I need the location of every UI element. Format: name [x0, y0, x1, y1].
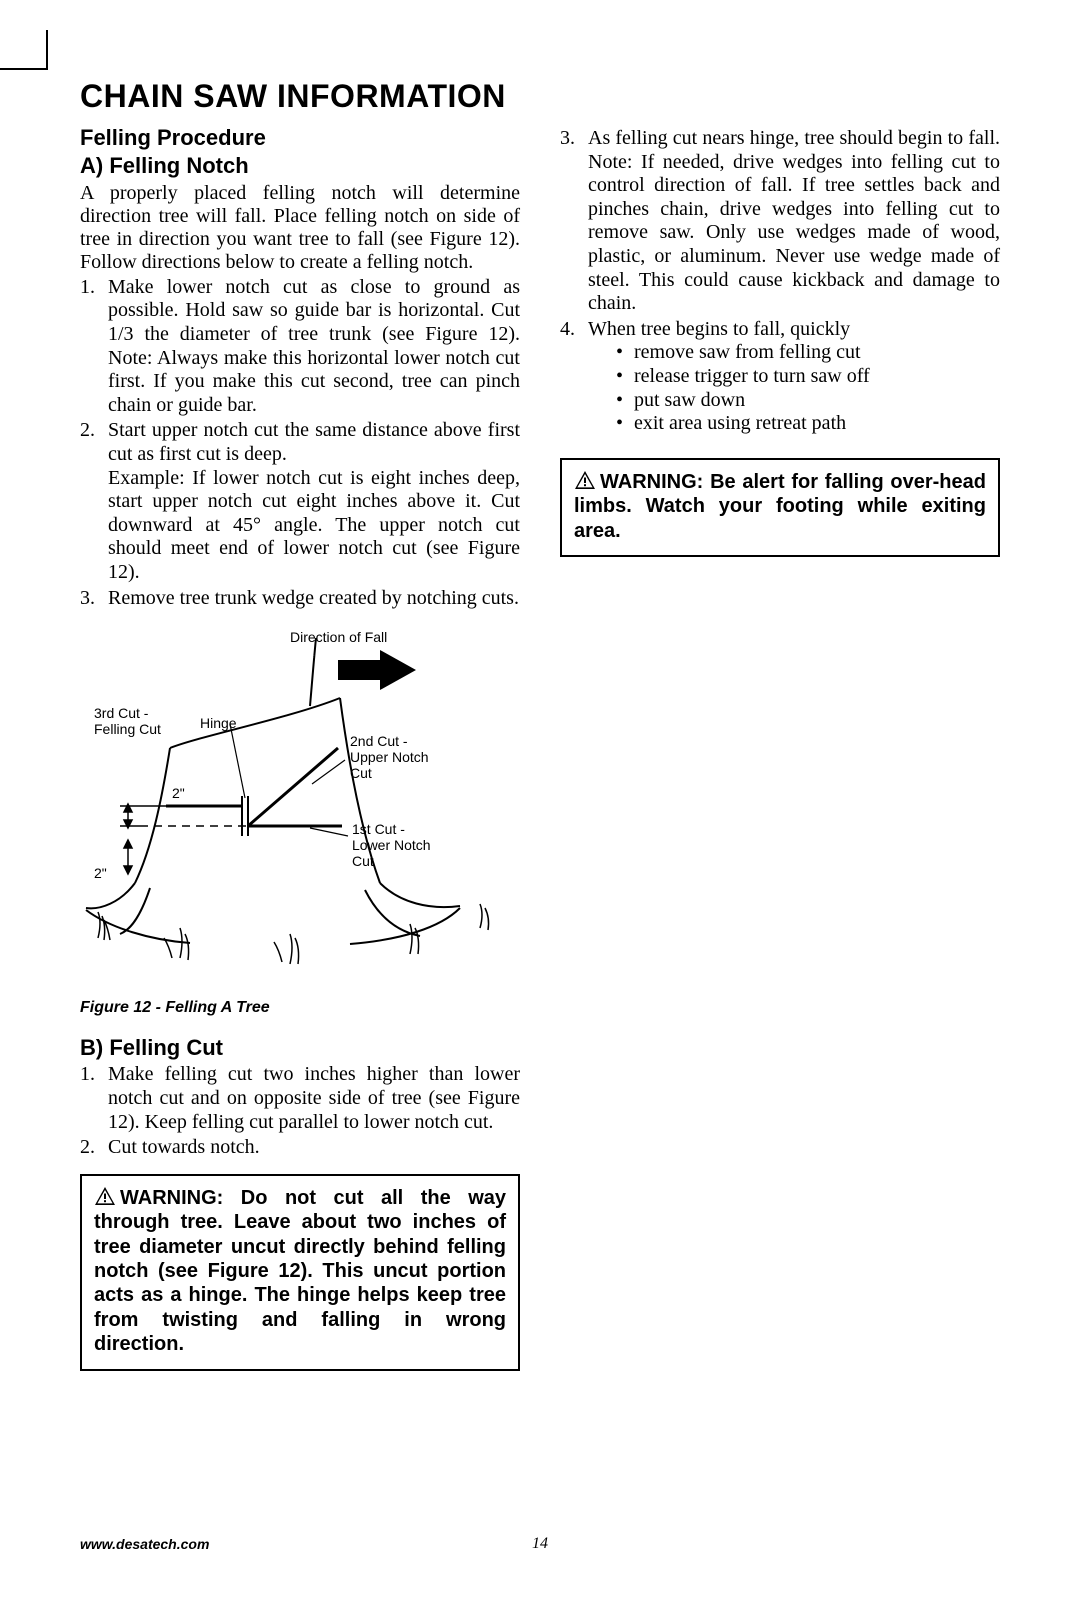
felling-step-4-bullets: remove saw from felling cut release trig… [588, 341, 1000, 435]
label-1st-cut-c: Cut [352, 853, 374, 869]
felling-cut-steps-cont: 3.As felling cut nears hinge, tree shoul… [560, 127, 1000, 436]
warning-icon [574, 470, 596, 490]
label-1st-cut-a: 1st Cut - [352, 821, 405, 837]
felling-cut-steps: 1.Make felling cut two inches higher tha… [80, 1063, 520, 1159]
notch-step-1: 1.Make lower notch cut as close to groun… [80, 276, 520, 418]
warning-icon [94, 1186, 116, 1206]
intro-paragraph: A properly placed felling notch will det… [80, 182, 520, 274]
label-2nd-cut-b: Upper Notch [350, 749, 429, 765]
felling-step-3-text: As felling cut nears hinge, tree should … [588, 127, 1000, 314]
label-2nd-cut-a: 2nd Cut - [350, 733, 408, 749]
label-2nd-cut-c: Cut [350, 765, 372, 781]
felling-step-3: 3.As felling cut nears hinge, tree shoul… [560, 127, 1000, 316]
notch-steps: 1.Make lower notch cut as close to groun… [80, 276, 520, 610]
columns: Felling Procedure A) Felling Notch A pro… [80, 125, 1000, 1371]
felling-step-4: 4.When tree begins to fall, quickly remo… [560, 318, 1000, 436]
warning-1-text: WARNING: Do not cut all the way through … [94, 1186, 506, 1357]
figure-caption: Figure 12 - Felling A Tree [80, 999, 520, 1017]
crop-mark [0, 30, 48, 70]
felling-step-4-text: When tree begins to fall, quickly [588, 318, 850, 340]
notch-step-3-text: Remove tree trunk wedge created by notch… [108, 587, 519, 609]
felling-step-2-text: Cut towards notch. [108, 1136, 260, 1158]
label-direction-of-fall: Direction of Fall [290, 629, 387, 645]
warning-2-body: WARNING: Be alert for falling over-head … [574, 471, 986, 542]
label-two-inch-b: 2" [94, 865, 107, 881]
label-two-inch-a: 2" [172, 785, 185, 801]
warning-2-text: WARNING: Be alert for falling over-head … [574, 470, 986, 543]
bullet-remove-saw: remove saw from felling cut [616, 341, 1000, 365]
warning-1-body: WARNING: Do not cut all the way through … [94, 1187, 506, 1355]
page-number: 14 [532, 1535, 548, 1553]
bullet-release-trigger: release trigger to turn saw off [616, 365, 1000, 389]
label-1st-cut-b: Lower Notch [352, 837, 431, 853]
left-column: Felling Procedure A) Felling Notch A pro… [80, 125, 520, 1371]
heading-felling-notch: A) Felling Notch [80, 153, 520, 179]
bullet-exit-area: exit area using retreat path [616, 412, 1000, 436]
footer-url: www.desatech.com [80, 1536, 209, 1552]
figure-12: Direction of Fall 3rd Cut - Felling Cut … [80, 628, 520, 1017]
warning-box-2: WARNING: Be alert for falling over-head … [560, 458, 1000, 557]
label-3rd-cut-b: Felling Cut [94, 721, 161, 737]
notch-step-2a: Start upper notch cut the same distance … [108, 419, 520, 465]
notch-step-1-text: Make lower notch cut as close to ground … [108, 276, 520, 416]
label-hinge: Hinge [200, 715, 237, 731]
felling-step-2: 2.Cut towards notch. [80, 1136, 520, 1160]
footer: www.desatech.com 14 [80, 1536, 1000, 1552]
notch-step-3: 3.Remove tree trunk wedge created by not… [80, 587, 520, 611]
page-title: CHAIN SAW INFORMATION [80, 78, 1000, 115]
warning-box-1: WARNING: Do not cut all the way through … [80, 1174, 520, 1371]
right-column: 3.As felling cut nears hinge, tree shoul… [560, 125, 1000, 1371]
notch-step-2: 2. Start upper notch cut the same distan… [80, 419, 520, 584]
felling-step-1-text: Make felling cut two inches higher than … [108, 1063, 520, 1132]
heading-felling-cut: B) Felling Cut [80, 1035, 520, 1061]
felling-step-1: 1.Make felling cut two inches higher tha… [80, 1063, 520, 1134]
felling-diagram: Direction of Fall 3rd Cut - Felling Cut … [80, 628, 510, 988]
heading-felling-procedure: Felling Procedure [80, 125, 520, 151]
notch-step-2b: Example: If lower notch cut is eight inc… [108, 467, 520, 583]
page: CHAIN SAW INFORMATION Felling Procedure … [0, 0, 1080, 1612]
bullet-put-saw-down: put saw down [616, 389, 1000, 413]
label-3rd-cut-a: 3rd Cut - [94, 705, 149, 721]
